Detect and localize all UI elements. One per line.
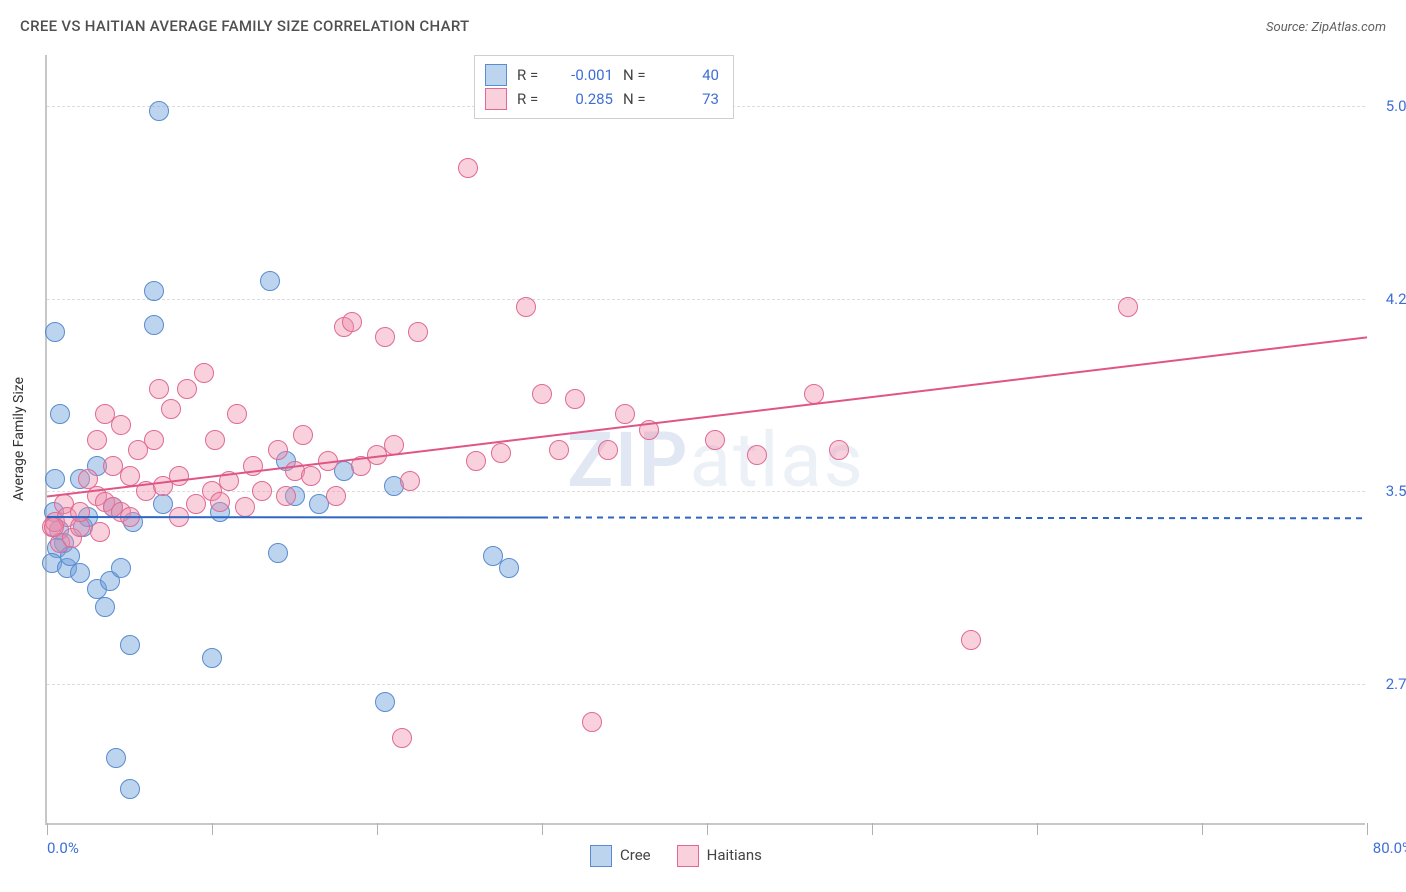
data-point xyxy=(194,363,214,383)
data-point xyxy=(235,497,255,517)
data-point xyxy=(516,297,536,317)
y-tick-label: 5.00 xyxy=(1371,97,1406,115)
y-axis-label: Average Family Size xyxy=(11,377,27,501)
legend-correlation: R =-0.001N =40R =0.285N =73 xyxy=(474,55,734,119)
y-tick-label: 3.50 xyxy=(1371,482,1406,500)
legend-bottom: Cree Haitians xyxy=(590,845,762,867)
data-point xyxy=(582,712,602,732)
data-point xyxy=(50,404,70,424)
x-max-label: 80.0% xyxy=(1373,839,1406,857)
data-point xyxy=(747,445,767,465)
data-point xyxy=(252,481,272,501)
data-point xyxy=(532,384,552,404)
data-point xyxy=(149,379,169,399)
data-point xyxy=(301,466,321,486)
data-point xyxy=(615,404,635,424)
x-tick xyxy=(212,823,213,835)
data-point xyxy=(276,486,296,506)
x-min-label: 0.0% xyxy=(47,839,79,857)
data-point xyxy=(829,440,849,460)
data-point xyxy=(202,648,222,668)
grid-line xyxy=(47,299,1365,300)
data-point xyxy=(70,563,90,583)
data-point xyxy=(384,435,404,455)
data-point xyxy=(161,399,181,419)
data-point xyxy=(144,430,164,450)
data-point xyxy=(243,456,263,476)
legend-swatch xyxy=(590,845,612,867)
x-tick xyxy=(542,823,543,835)
data-point xyxy=(70,502,90,522)
x-tick xyxy=(872,823,873,835)
data-point xyxy=(144,315,164,335)
legend-item: Cree xyxy=(590,845,651,867)
data-point xyxy=(87,430,107,450)
data-point xyxy=(458,158,478,178)
x-tick xyxy=(1367,823,1368,835)
data-point xyxy=(375,327,395,347)
data-point xyxy=(120,466,140,486)
data-point xyxy=(491,443,511,463)
legend-swatch xyxy=(485,88,507,110)
data-point xyxy=(705,430,725,450)
trend-line-dashed xyxy=(542,517,1367,518)
legend-swatch xyxy=(485,64,507,86)
data-point xyxy=(375,692,395,712)
data-point xyxy=(598,440,618,460)
data-point xyxy=(961,630,981,650)
data-point xyxy=(268,440,288,460)
x-tick xyxy=(707,823,708,835)
data-point xyxy=(90,522,110,542)
source-label: Source: ZipAtlas.com xyxy=(1266,20,1386,35)
data-point xyxy=(227,404,247,424)
data-point xyxy=(268,543,288,563)
data-point xyxy=(111,558,131,578)
data-point xyxy=(260,271,280,291)
data-point xyxy=(45,469,65,489)
data-point xyxy=(565,389,585,409)
data-point xyxy=(45,322,65,342)
data-point xyxy=(326,486,346,506)
data-point xyxy=(210,492,230,512)
data-point xyxy=(95,597,115,617)
data-point xyxy=(804,384,824,404)
data-point xyxy=(169,507,189,527)
data-point xyxy=(499,558,519,578)
data-point xyxy=(408,322,428,342)
data-point xyxy=(120,779,140,799)
data-point xyxy=(144,281,164,301)
data-point xyxy=(169,466,189,486)
y-tick-label: 4.25 xyxy=(1371,290,1406,308)
grid-line xyxy=(47,491,1365,492)
data-point xyxy=(639,420,659,440)
y-tick-label: 2.75 xyxy=(1371,675,1406,693)
data-point xyxy=(466,451,486,471)
chart-title: CREE VS HAITIAN AVERAGE FAMILY SIZE CORR… xyxy=(20,17,470,35)
data-point xyxy=(392,728,412,748)
data-point xyxy=(120,507,140,527)
data-point xyxy=(318,451,338,471)
data-point xyxy=(111,415,131,435)
data-point xyxy=(177,379,197,399)
data-point xyxy=(186,494,206,514)
data-point xyxy=(120,635,140,655)
data-point xyxy=(293,425,313,445)
data-point xyxy=(400,471,420,491)
data-point xyxy=(1118,297,1138,317)
data-point xyxy=(44,517,64,537)
data-point xyxy=(219,471,239,491)
legend-item: Haitians xyxy=(677,845,762,867)
data-point xyxy=(342,312,362,332)
grid-line xyxy=(47,684,1365,685)
legend-swatch xyxy=(677,845,699,867)
x-tick xyxy=(1202,823,1203,835)
data-point xyxy=(205,430,225,450)
data-point xyxy=(149,101,169,121)
x-tick xyxy=(1037,823,1038,835)
x-tick xyxy=(47,823,48,835)
data-point xyxy=(106,748,126,768)
data-point xyxy=(549,440,569,460)
scatter-plot: Average Family Size ZIPatlas 2.753.504.2… xyxy=(45,55,1365,825)
x-tick xyxy=(377,823,378,835)
